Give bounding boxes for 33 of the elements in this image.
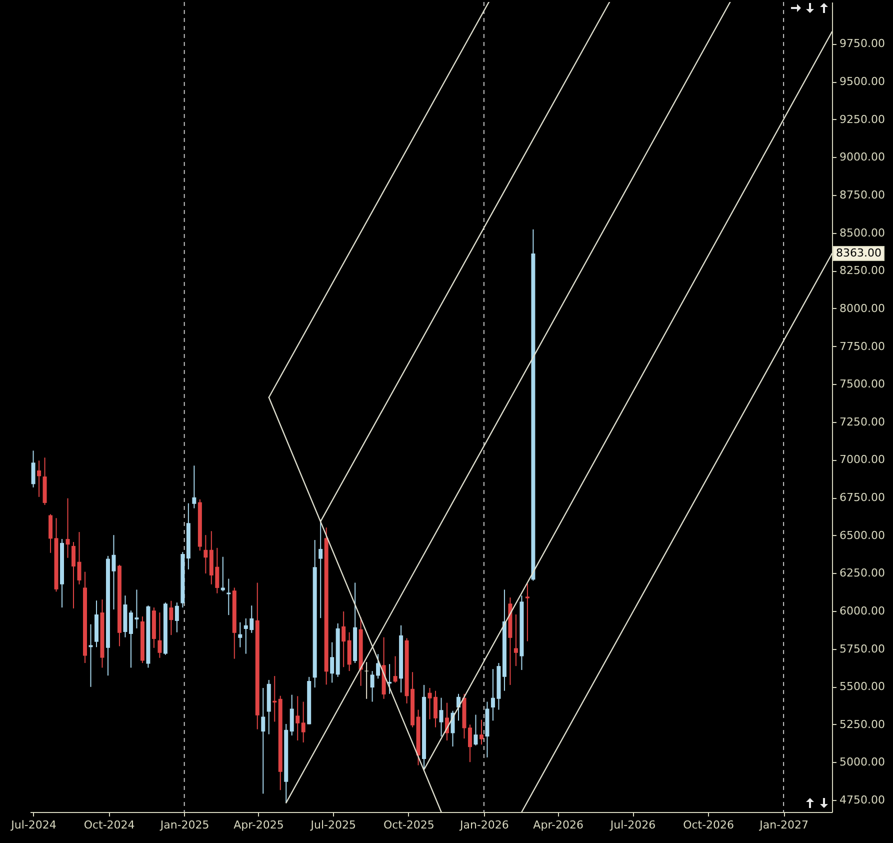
y-tick-label: 7500.00 (840, 378, 885, 391)
x-tick-label: Jul-2024 (10, 818, 56, 832)
x-tick-label: Oct-2026 (683, 818, 734, 832)
y-tick-label: 6500.00 (840, 528, 885, 542)
y-tick-label: 5500.00 (840, 680, 885, 694)
y-tick-label: 5250.00 (840, 718, 885, 731)
y-tick-label: 8750.00 (840, 188, 885, 202)
y-tick-label: 9750.00 (840, 37, 885, 50)
x-tick-label: Jan-2026 (458, 818, 509, 832)
y-tick-label: 9000.00 (840, 150, 885, 164)
x-tick-label: Oct-2024 (84, 818, 135, 832)
y-tick-label: 6000.00 (840, 604, 885, 618)
y-tick-label: 7750.00 (840, 340, 885, 353)
y-tick-label: 9500.00 (840, 75, 885, 88)
x-tick-label: Apr-2025 (234, 818, 284, 832)
x-tick-label: Jul-2026 (609, 818, 656, 832)
y-tick-label: 5750.00 (840, 642, 885, 656)
y-tick-label: 8250.00 (840, 264, 885, 278)
y-tick-label: 9250.00 (840, 112, 885, 126)
x-tick-label: Apr-2026 (533, 818, 584, 832)
text: 8363.00 (836, 246, 882, 260)
y-tick-label: 8500.00 (840, 226, 885, 240)
x-tick-label: Oct-2025 (383, 818, 434, 832)
x-tick-label: Jan-2027 (758, 818, 809, 832)
y-tick-label: 8000.00 (840, 302, 885, 315)
y-tick-label: 6250.00 (840, 566, 885, 580)
y-tick-label: 4750.00 (840, 794, 885, 807)
x-tick-label: Jul-2025 (310, 818, 356, 832)
x-tick-label: Jan-2025 (159, 818, 210, 832)
y-tick-label: 5000.00 (840, 756, 885, 769)
y-tick-label: 6750.00 (840, 491, 885, 504)
y-tick-label: 7000.00 (840, 453, 885, 466)
y-tick-label: 7250.00 (840, 415, 885, 428)
